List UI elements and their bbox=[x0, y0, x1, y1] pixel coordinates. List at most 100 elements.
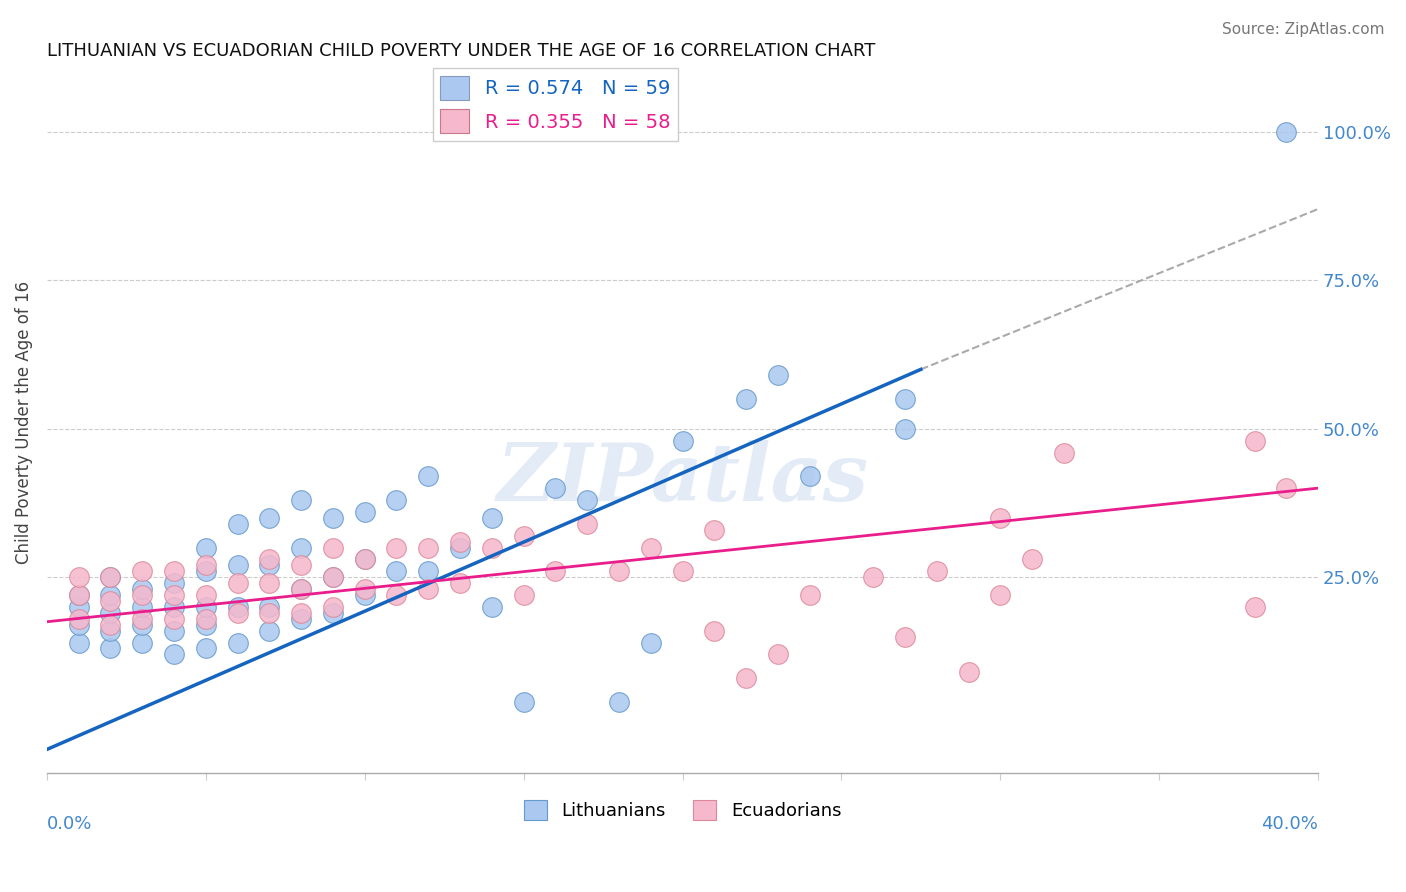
Point bbox=[640, 541, 662, 555]
Point bbox=[259, 511, 281, 525]
Point bbox=[100, 570, 122, 584]
Point bbox=[259, 558, 281, 573]
Point bbox=[290, 582, 312, 596]
Point bbox=[640, 635, 662, 649]
Point bbox=[163, 612, 186, 626]
Point bbox=[194, 617, 217, 632]
Point bbox=[290, 558, 312, 573]
Point bbox=[418, 541, 440, 555]
Point bbox=[259, 599, 281, 614]
Point bbox=[67, 612, 90, 626]
Point bbox=[322, 511, 344, 525]
Point bbox=[194, 641, 217, 656]
Point bbox=[67, 588, 90, 602]
Point bbox=[322, 570, 344, 584]
Point bbox=[194, 588, 217, 602]
Text: ZIPatlas: ZIPatlas bbox=[496, 440, 869, 517]
Point bbox=[67, 635, 90, 649]
Point bbox=[290, 493, 312, 508]
Point bbox=[766, 368, 789, 383]
Point bbox=[226, 635, 249, 649]
Point bbox=[226, 516, 249, 531]
Point bbox=[512, 695, 534, 709]
Point bbox=[1275, 481, 1298, 495]
Point bbox=[703, 523, 725, 537]
Point bbox=[100, 641, 122, 656]
Point bbox=[799, 469, 821, 483]
Point bbox=[671, 434, 693, 448]
Point bbox=[671, 564, 693, 578]
Point bbox=[194, 558, 217, 573]
Point bbox=[353, 552, 375, 566]
Point bbox=[100, 617, 122, 632]
Point bbox=[385, 493, 408, 508]
Point bbox=[385, 564, 408, 578]
Point bbox=[353, 552, 375, 566]
Point bbox=[766, 648, 789, 662]
Point bbox=[449, 541, 471, 555]
Point bbox=[100, 624, 122, 638]
Point bbox=[131, 588, 153, 602]
Point bbox=[418, 582, 440, 596]
Point bbox=[1021, 552, 1043, 566]
Point bbox=[259, 576, 281, 591]
Text: 40.0%: 40.0% bbox=[1261, 815, 1319, 833]
Point bbox=[322, 541, 344, 555]
Point bbox=[894, 392, 917, 406]
Point bbox=[481, 511, 503, 525]
Point bbox=[194, 564, 217, 578]
Point bbox=[67, 599, 90, 614]
Point bbox=[481, 599, 503, 614]
Legend: Lithuanians, Ecuadorians: Lithuanians, Ecuadorians bbox=[516, 793, 849, 827]
Point bbox=[449, 576, 471, 591]
Point bbox=[1243, 434, 1265, 448]
Point bbox=[131, 612, 153, 626]
Point bbox=[544, 481, 567, 495]
Point bbox=[1243, 599, 1265, 614]
Point bbox=[163, 576, 186, 591]
Y-axis label: Child Poverty Under the Age of 16: Child Poverty Under the Age of 16 bbox=[15, 281, 32, 565]
Point bbox=[259, 624, 281, 638]
Point bbox=[353, 582, 375, 596]
Point bbox=[163, 588, 186, 602]
Point bbox=[607, 564, 630, 578]
Point bbox=[576, 516, 599, 531]
Point bbox=[163, 599, 186, 614]
Point bbox=[481, 541, 503, 555]
Point bbox=[988, 588, 1011, 602]
Point bbox=[607, 695, 630, 709]
Point bbox=[67, 617, 90, 632]
Point bbox=[385, 541, 408, 555]
Point bbox=[290, 606, 312, 620]
Point bbox=[131, 635, 153, 649]
Text: 0.0%: 0.0% bbox=[46, 815, 93, 833]
Point bbox=[735, 392, 758, 406]
Point bbox=[163, 648, 186, 662]
Point bbox=[226, 558, 249, 573]
Point bbox=[735, 671, 758, 685]
Point bbox=[131, 582, 153, 596]
Point bbox=[226, 606, 249, 620]
Point bbox=[67, 570, 90, 584]
Point bbox=[353, 588, 375, 602]
Point bbox=[703, 624, 725, 638]
Point bbox=[925, 564, 948, 578]
Point bbox=[131, 564, 153, 578]
Point bbox=[194, 599, 217, 614]
Point bbox=[862, 570, 884, 584]
Point bbox=[512, 588, 534, 602]
Point bbox=[1053, 445, 1076, 459]
Point bbox=[544, 564, 567, 578]
Point bbox=[131, 617, 153, 632]
Point bbox=[290, 541, 312, 555]
Text: LITHUANIAN VS ECUADORIAN CHILD POVERTY UNDER THE AGE OF 16 CORRELATION CHART: LITHUANIAN VS ECUADORIAN CHILD POVERTY U… bbox=[46, 42, 876, 60]
Text: Source: ZipAtlas.com: Source: ZipAtlas.com bbox=[1222, 22, 1385, 37]
Point bbox=[290, 612, 312, 626]
Point bbox=[194, 612, 217, 626]
Point bbox=[512, 528, 534, 542]
Point bbox=[322, 570, 344, 584]
Point bbox=[385, 588, 408, 602]
Point bbox=[100, 594, 122, 608]
Point bbox=[226, 599, 249, 614]
Point bbox=[194, 541, 217, 555]
